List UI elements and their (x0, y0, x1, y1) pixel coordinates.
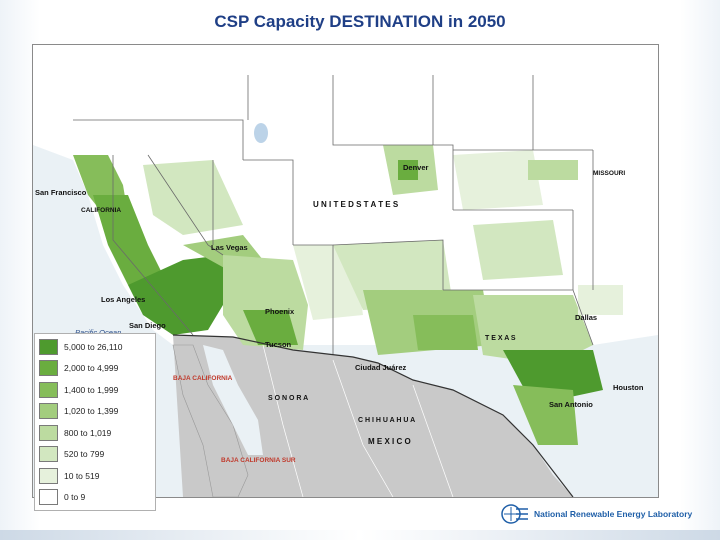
legend-label: 1,020 to 1,399 (64, 406, 119, 417)
region-denver (398, 160, 418, 180)
legend-label: 520 to 799 (64, 449, 105, 460)
label-mexico: M E X I C O (368, 437, 411, 446)
label-las-vegas: Las Vegas (211, 243, 248, 252)
region-louisiana (578, 285, 623, 315)
label-phoenix: Phoenix (265, 307, 295, 316)
legend-item: 1,020 to 1,399 (35, 401, 155, 423)
label-baja-california: BAJA CALIFORNIA (173, 375, 233, 382)
mexico-state-borders (262, 344, 454, 497)
region-kansas (453, 150, 543, 210)
label-san-diego: San Diego (129, 321, 166, 330)
legend-swatch (39, 446, 58, 463)
region-socal (128, 255, 223, 335)
legend-label: 2,000 to 4,999 (64, 363, 119, 374)
bottom-rule (0, 530, 720, 540)
legend-item: 2,000 to 4,999 (35, 358, 155, 380)
region-oklahoma (473, 220, 563, 280)
region-central-texas (473, 295, 593, 365)
legend-label: 800 to 1,019 (64, 427, 112, 438)
region-phoenix (243, 310, 298, 345)
legend-label: 10 to 519 (64, 470, 100, 481)
legend-swatch (39, 467, 58, 484)
nrel-logo-icon (501, 504, 528, 524)
us-mexico-border (172, 334, 574, 497)
mexico-land (173, 335, 573, 497)
label-california: CALIFORNIA (81, 207, 122, 214)
legend-swatch (39, 489, 58, 506)
label-missouri: MISSOURI (593, 170, 626, 177)
label-houston: Houston (613, 383, 644, 392)
baja-peninsula (172, 344, 249, 497)
slide-title: CSP Capacity DESTINATION in 2050 (214, 12, 506, 31)
gulf-of-california (203, 345, 263, 455)
label-san-antonio: San Antonio (549, 400, 593, 409)
legend-item: 5,000 to 26,110 (35, 336, 155, 358)
label-tucson: Tucson (265, 340, 292, 349)
nrel-logo: National Renewable Energy Laboratory (500, 503, 692, 525)
label-chihuahua: C H I H U A H U A (358, 417, 416, 424)
legend-item: 0 to 9 (35, 487, 155, 509)
legend-label: 1,400 to 1,999 (64, 384, 119, 395)
legend-swatch (39, 403, 58, 420)
label-pacific-ocean: Pacific Ocean (75, 328, 121, 337)
label-denver: Denver (403, 163, 429, 172)
legend-label: 0 to 9 (64, 492, 86, 503)
label-los-angeles: Los Angeles (101, 295, 146, 304)
label-texas: T E X A S (485, 335, 516, 342)
region-texas-coast (513, 385, 578, 445)
legend-swatch (39, 360, 58, 377)
label-baja-california-sur: BAJA CALIFORNIA SUR (221, 457, 296, 464)
label-ciudad-juarez: Ciudad Juárez (355, 363, 407, 372)
great-salt-lake (254, 123, 268, 143)
label-san-francisco: San Francisco (35, 188, 87, 197)
label-united-states: U N I T E D S T A T E S (313, 200, 399, 209)
label-sonora: S O N O R A (268, 395, 309, 402)
region-nevada (143, 160, 243, 235)
legend: 5,000 to 26,110 2,000 to 4,999 1,400 to … (34, 333, 156, 511)
state-borders (73, 75, 594, 355)
region-kansas-east (528, 160, 578, 180)
legend-item: 520 to 799 (35, 444, 155, 466)
legend-label: 5,000 to 26,110 (64, 341, 123, 352)
legend-swatch (39, 381, 58, 398)
legend-swatch (39, 424, 58, 441)
region-permian (413, 315, 478, 350)
legend-swatch (39, 338, 58, 355)
nrel-logo-text: National Renewable Energy Laboratory (534, 509, 693, 519)
label-dallas: Dallas (575, 313, 598, 322)
legend-item: 10 to 519 (35, 465, 155, 487)
legend-item: 1,400 to 1,999 (35, 379, 155, 401)
legend-item: 800 to 1,019 (35, 422, 155, 444)
